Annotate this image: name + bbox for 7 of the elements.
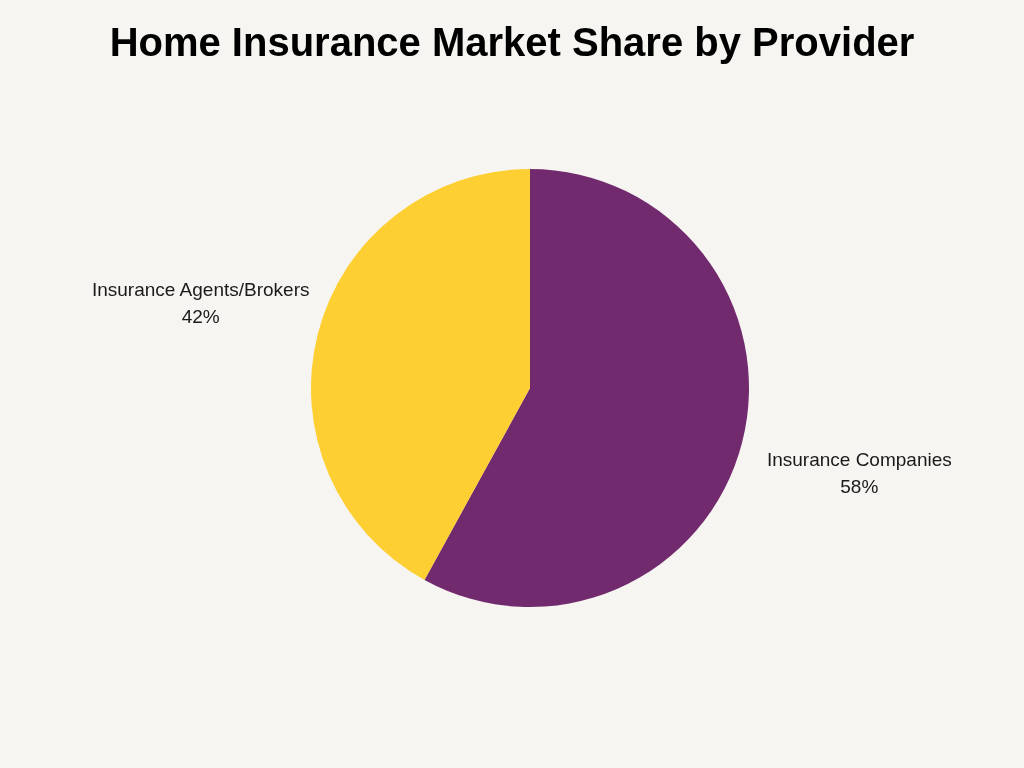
pie-slice bbox=[311, 169, 530, 580]
slice-label: Insurance Agents/Brokers bbox=[91, 279, 310, 301]
data-label: 58% bbox=[840, 475, 879, 497]
pie-slice bbox=[424, 169, 749, 607]
slice-label: Insurance Companies bbox=[766, 448, 952, 470]
chart-title: Home Insurance Market Share by Provider bbox=[109, 20, 915, 64]
data-label: 42% bbox=[181, 306, 220, 328]
